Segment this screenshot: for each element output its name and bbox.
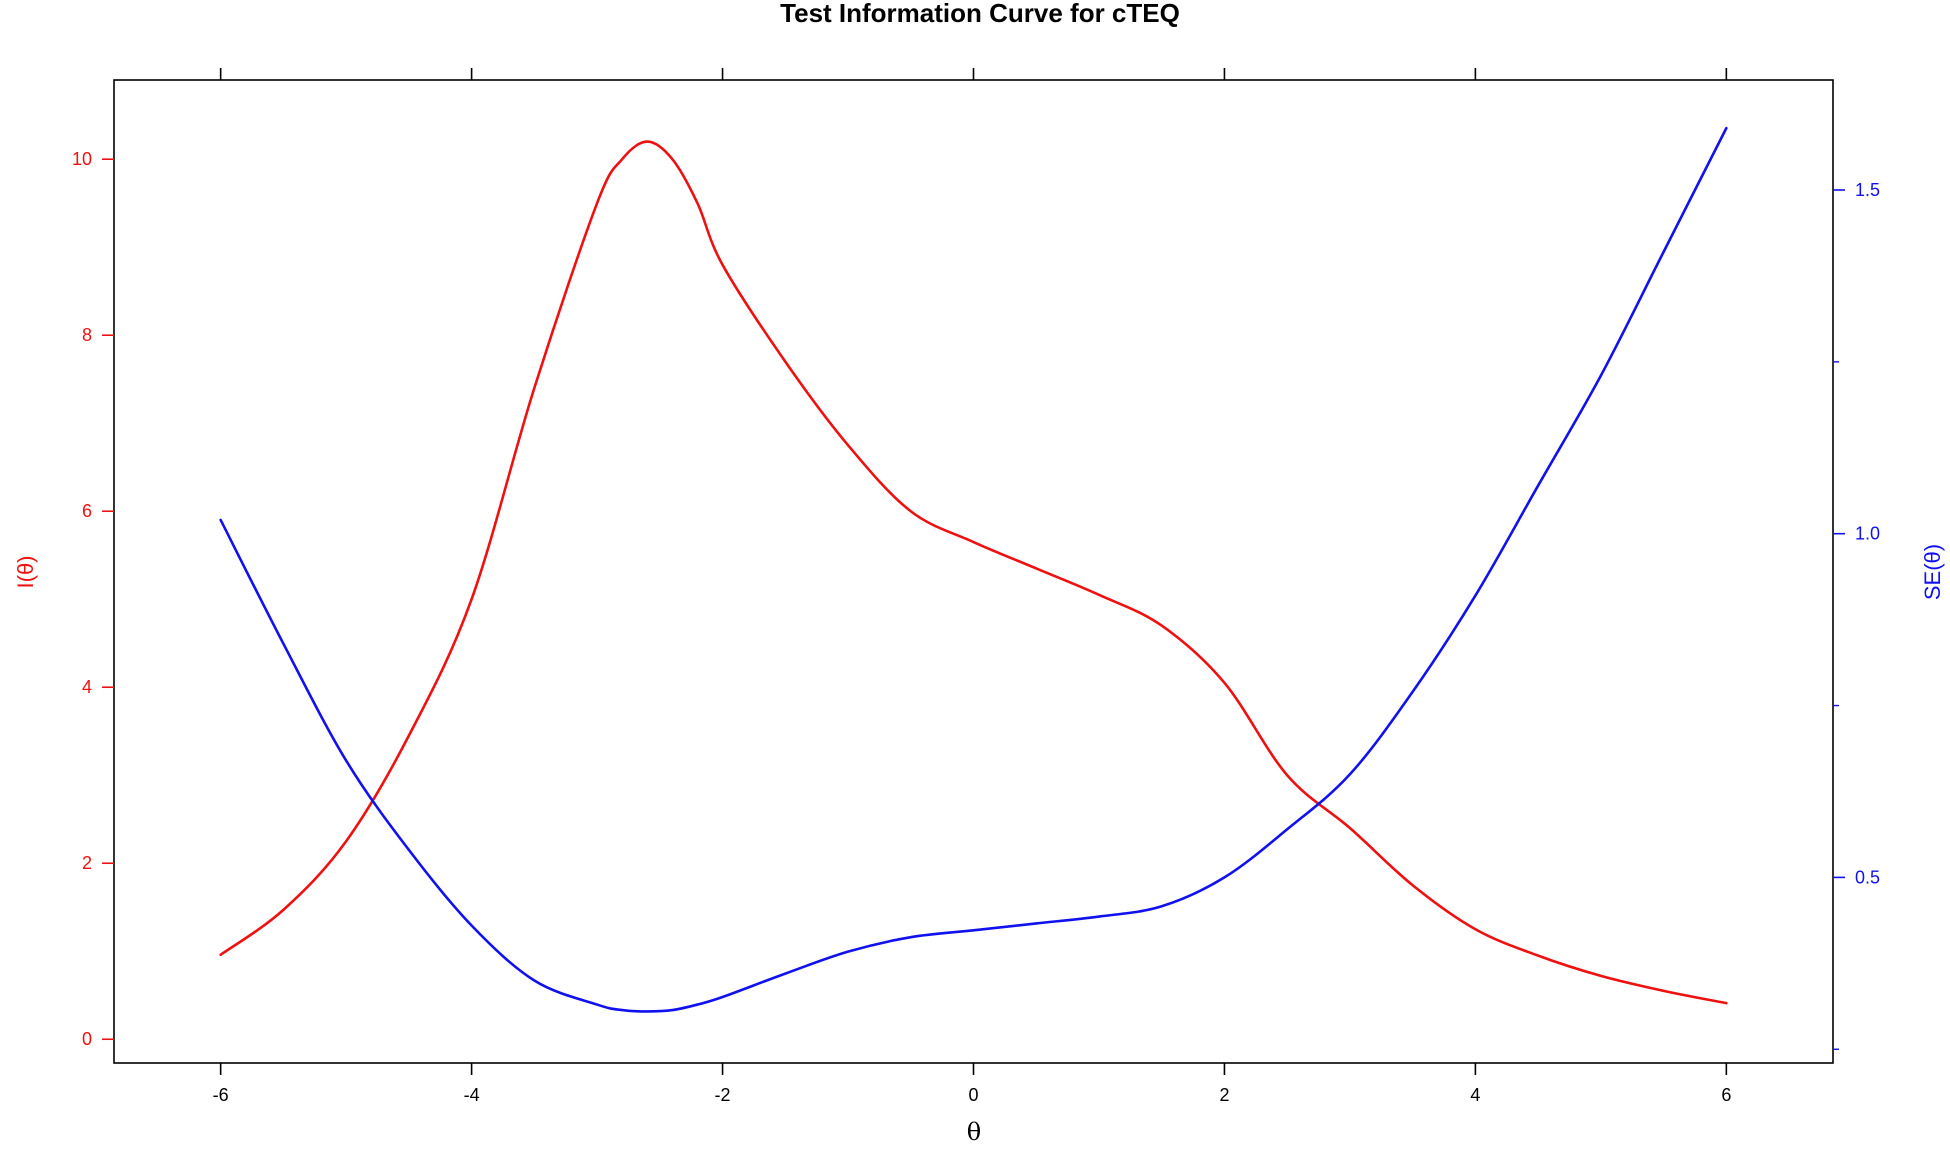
x-tick-label: -2 (715, 1085, 731, 1105)
x-tick-label: 0 (968, 1085, 978, 1105)
x-axis: -6 -4 -2 0 2 4 6 (213, 68, 1731, 1105)
standard-error-curve (219, 126, 1728, 1013)
x-tick-label: 2 (1219, 1085, 1229, 1105)
y-axis-right: 0.5 1.0 1.5 (1833, 180, 1880, 1050)
y-right-tick-label: 1.5 (1855, 180, 1880, 200)
information-curve (219, 140, 1728, 1005)
plot-frame (113, 79, 1834, 1064)
y-left-tick-label: 4 (82, 677, 92, 697)
y-right-axis-title: SE(θ) (1920, 544, 1945, 600)
chart-title: Test Information Curve for cTEQ (780, 0, 1180, 28)
y-left-tick-label: 0 (82, 1029, 92, 1049)
y-left-tick-label: 8 (82, 325, 92, 345)
x-tick-label: 4 (1470, 1085, 1480, 1105)
y-left-axis-title: I(θ) (13, 556, 38, 589)
x-tick-label: -6 (213, 1085, 229, 1105)
x-tick-label: 6 (1721, 1085, 1731, 1105)
x-tick-label: -4 (464, 1085, 480, 1105)
x-axis-title: θ (967, 1118, 981, 1146)
y-left-tick-label: 6 (82, 501, 92, 521)
y-left-tick-label: 10 (72, 149, 92, 169)
y-left-tick-label: 2 (82, 853, 92, 873)
y-right-tick-label: 1.0 (1855, 524, 1880, 544)
y-axis-left: 0 2 4 6 8 10 (72, 149, 114, 1049)
y-right-tick-label: 0.5 (1855, 867, 1880, 887)
